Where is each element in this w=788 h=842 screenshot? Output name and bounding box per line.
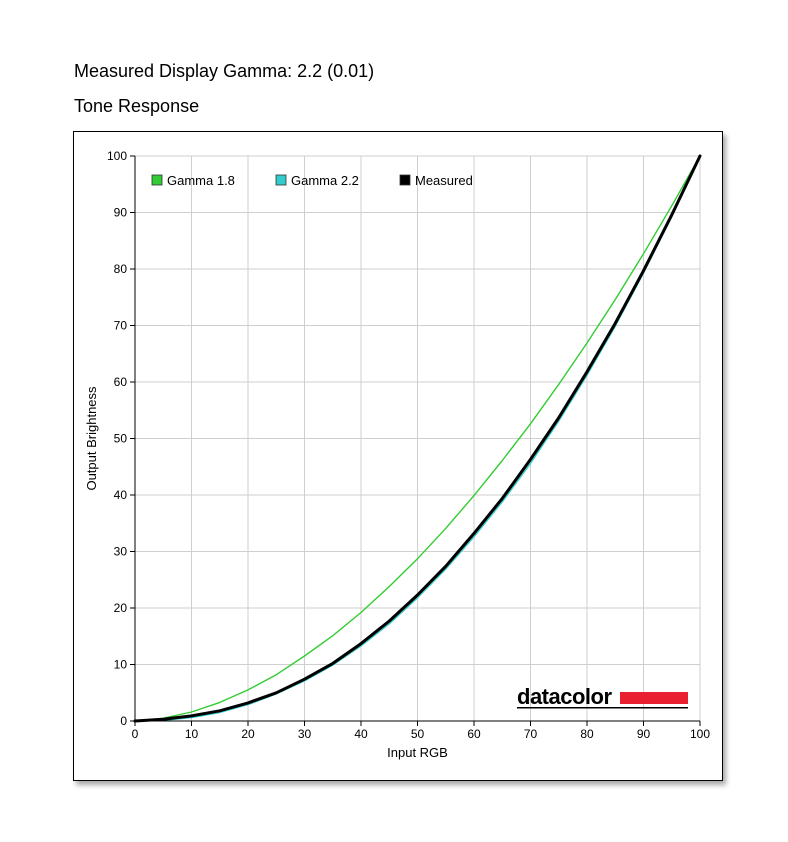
x-tick-label: 10 [185, 727, 199, 741]
x-tick-label: 100 [690, 727, 710, 741]
y-tick-label: 10 [114, 658, 128, 672]
y-tick-label: 20 [114, 601, 128, 615]
axes [134, 156, 700, 722]
x-tick-label: 90 [637, 727, 651, 741]
y-axis-title: Output Brightness [84, 386, 99, 491]
x-tick-label: 40 [354, 727, 368, 741]
measured-gamma-heading: Measured Display Gamma: 2.2 (0.01) [74, 61, 375, 81]
series-lines [133, 154, 702, 723]
x-axis-title: Input RGB [387, 745, 448, 760]
logo-red-bar [620, 692, 688, 704]
y-tick-label: 40 [114, 488, 128, 502]
y-tick-label: 80 [114, 262, 128, 276]
y-tick-label: 50 [114, 432, 128, 446]
legend-swatch [399, 174, 411, 186]
legend-label: Gamma 2.2 [291, 173, 359, 188]
logo-underline [517, 707, 688, 709]
tone-response-heading: Tone Response [74, 96, 200, 116]
y-tick-label: 90 [114, 206, 128, 220]
y-tick-label: 100 [107, 149, 127, 163]
axis-ticks: 0 10 20 30 40 50 60 70 80 90 100 0 10 20 30 40 50 60 70 80 9… [107, 149, 710, 741]
x-tick-label: 70 [524, 727, 538, 741]
x-tick-label: 0 [132, 727, 139, 741]
x-tick-label: 80 [580, 727, 594, 741]
legend-label: Gamma 1.8 [167, 173, 235, 188]
legend-label: Measured [415, 173, 473, 188]
y-tick-label: 70 [114, 319, 128, 333]
tone-response-chart: 0 10 20 30 40 50 60 70 80 90 100 0 10 20 30 40 50 60 70 80 9… [73, 131, 723, 781]
legend-swatch [275, 174, 287, 186]
datacolor-logo: datacolor [517, 684, 688, 709]
y-tick-label: 0 [120, 714, 127, 728]
logo-wordmark: datacolor [517, 684, 612, 709]
series-line-gamma-2-2 [134, 155, 701, 722]
grid [134, 155, 701, 722]
x-tick-label: 20 [241, 727, 255, 741]
series-line-measured [133, 154, 702, 723]
series-line-gamma-1-8 [134, 155, 701, 722]
x-tick-label: 50 [411, 727, 425, 741]
legend: Gamma 1.8 Gamma 2.2 Measured [151, 173, 473, 188]
x-tick-label: 30 [298, 727, 312, 741]
x-tick-label: 60 [467, 727, 481, 741]
chart-canvas: 0 10 20 30 40 50 60 70 80 90 100 0 10 20 30 40 50 60 70 80 9… [84, 149, 710, 760]
legend-swatch [151, 174, 163, 186]
y-tick-label: 30 [114, 545, 128, 559]
y-tick-label: 60 [114, 375, 128, 389]
